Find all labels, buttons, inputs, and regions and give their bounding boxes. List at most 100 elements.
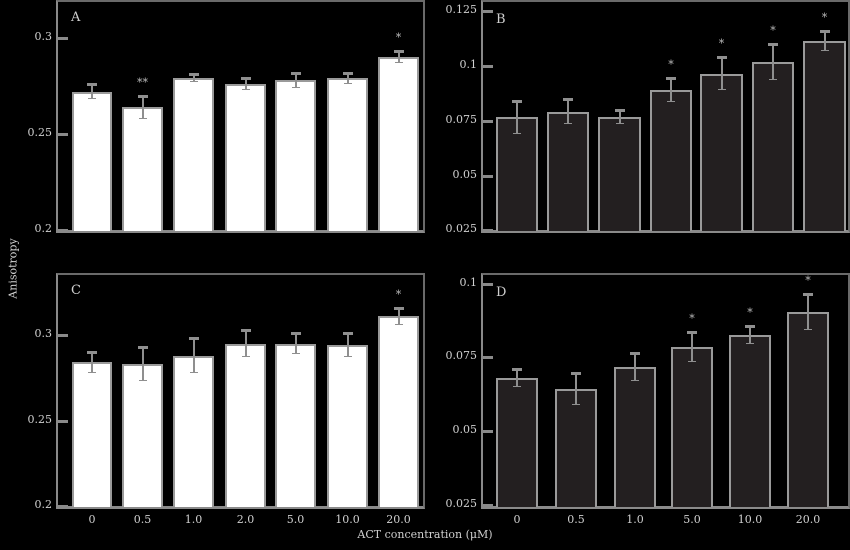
- error-cap: [189, 81, 198, 83]
- y-axis-title: Anisotropy: [6, 238, 20, 299]
- y-tick: [483, 356, 493, 359]
- error-bar: [772, 43, 774, 80]
- error-cap: [188, 73, 199, 77]
- y-tick-label: 0.1: [459, 276, 478, 289]
- error-bar: [397, 51, 400, 63]
- error-cap: [630, 351, 640, 355]
- error-cap: [87, 83, 97, 87]
- x-tick-label: 0: [88, 513, 96, 526]
- error-bar: [691, 332, 693, 363]
- error-cap: [342, 332, 353, 336]
- error-cap: [717, 89, 726, 91]
- error-cap: [572, 404, 580, 406]
- error-bar: [244, 78, 247, 90]
- error-cap: [88, 371, 96, 373]
- y-tick-label: 0.25: [27, 126, 53, 139]
- error-bar: [720, 56, 723, 91]
- bar: [729, 334, 771, 507]
- significance-marker: *: [747, 305, 753, 319]
- error-bar: [516, 369, 518, 388]
- y-tick-label: 0.3: [34, 327, 53, 340]
- bar: [787, 311, 829, 507]
- error-cap: [189, 371, 198, 373]
- y-tick: [483, 283, 493, 286]
- bar: [327, 345, 368, 507]
- significance-marker: *: [821, 10, 828, 24]
- error-cap: [769, 78, 777, 80]
- bar: [650, 89, 692, 231]
- significance-marker: *: [689, 312, 695, 326]
- error-bar: [91, 352, 93, 373]
- error-cap: [240, 328, 251, 332]
- significance-marker: *: [718, 36, 725, 50]
- error-bar: [192, 74, 195, 83]
- x-tick-label: 0: [513, 513, 521, 526]
- error-cap: [687, 331, 697, 335]
- significance-marker: *: [668, 57, 674, 71]
- bar: [122, 107, 163, 231]
- bar: [671, 347, 713, 507]
- error-bar: [141, 346, 144, 382]
- y-tick: [483, 175, 493, 178]
- plot-frame-c: [56, 273, 425, 509]
- error-bar: [618, 109, 621, 124]
- bar: [275, 80, 316, 231]
- error-cap: [745, 324, 755, 328]
- error-cap: [803, 293, 813, 297]
- bar: [122, 364, 163, 507]
- error-bar: [634, 352, 636, 382]
- error-cap: [291, 352, 300, 354]
- error-cap: [820, 49, 829, 51]
- bar: [496, 378, 538, 507]
- y-tick: [483, 430, 493, 433]
- bar: [700, 73, 743, 231]
- plot-frame-d: [481, 273, 850, 509]
- error-cap: [393, 306, 404, 310]
- y-tick: [58, 420, 68, 423]
- error-cap: [188, 337, 199, 341]
- error-cap: [290, 332, 301, 336]
- x-tick-label: 2.0: [236, 513, 255, 526]
- x-tick-label: 5.0: [683, 513, 701, 526]
- error-cap: [240, 77, 251, 81]
- y-tick: [58, 133, 68, 136]
- y-tick: [483, 120, 493, 123]
- panel-letter: C: [71, 283, 81, 298]
- error-bar: [141, 95, 144, 119]
- x-tick-label: 0.5: [133, 513, 152, 526]
- bar: [173, 355, 214, 507]
- x-tick-label: 20.0: [386, 513, 411, 526]
- error-cap: [393, 50, 404, 54]
- y-tick: [483, 504, 493, 507]
- bar: [72, 362, 112, 507]
- error-bar: [749, 325, 751, 345]
- error-cap: [746, 343, 754, 345]
- error-cap: [241, 356, 250, 358]
- significance-marker: *: [805, 274, 811, 288]
- y-tick: [58, 505, 68, 508]
- plot-frame-a: [56, 0, 425, 233]
- bar: [72, 91, 112, 231]
- x-tick-label: 20.0: [795, 513, 821, 526]
- error-cap: [343, 83, 352, 85]
- error-cap: [291, 86, 300, 88]
- error-cap: [564, 122, 572, 124]
- error-cap: [394, 323, 403, 325]
- error-cap: [87, 351, 97, 355]
- x-tick-label: 5.0: [286, 513, 305, 526]
- y-tick: [58, 37, 68, 40]
- error-bar: [397, 307, 400, 325]
- y-tick-label: 0.2: [34, 498, 53, 511]
- panel-letter: B: [496, 12, 506, 27]
- error-cap: [768, 42, 778, 46]
- error-cap: [137, 345, 148, 349]
- error-bar: [192, 338, 195, 373]
- error-bar: [346, 333, 349, 358]
- error-cap: [513, 386, 521, 388]
- panel-letter: D: [496, 285, 507, 300]
- bar: [752, 61, 794, 231]
- bar: [173, 78, 214, 231]
- significance-marker: *: [395, 31, 402, 45]
- bar: [555, 389, 597, 507]
- bar: [378, 57, 419, 231]
